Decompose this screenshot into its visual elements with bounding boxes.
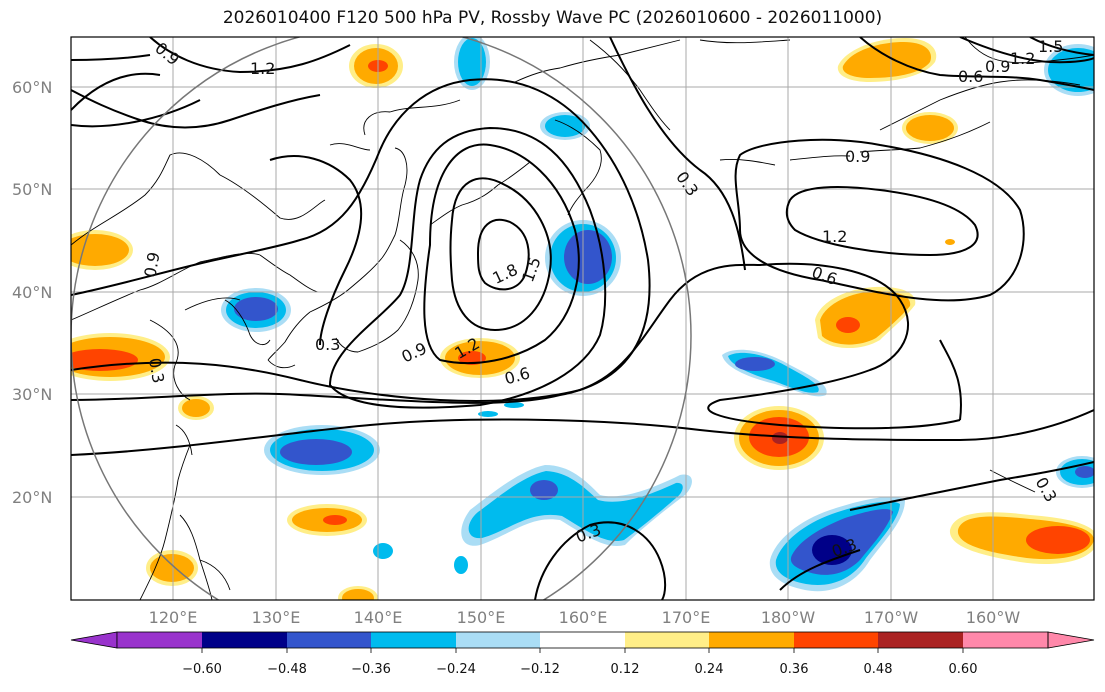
colorbar-segment bbox=[963, 632, 1048, 648]
contour-label: 1.2 bbox=[250, 59, 275, 78]
colorbar-segment bbox=[456, 632, 540, 648]
colorbar-tick: −0.36 bbox=[351, 662, 391, 677]
contour-label: 0.9 bbox=[845, 147, 870, 166]
colorbar-segment bbox=[709, 632, 794, 648]
range-circle bbox=[71, 37, 692, 600]
lon-label: 120°E bbox=[149, 608, 198, 627]
contour-label: 0.3 bbox=[315, 335, 340, 354]
pv-shading bbox=[71, 37, 1094, 600]
colorbar-segment bbox=[202, 632, 287, 648]
lon-label: 160°W bbox=[966, 608, 1021, 627]
colorbar-segment bbox=[794, 632, 878, 648]
colorbar-tick: −0.12 bbox=[520, 662, 560, 677]
lat-label: 50°N bbox=[12, 180, 52, 199]
contour-label: 0.9 bbox=[140, 251, 163, 279]
contour-label: 1.5 bbox=[1038, 37, 1063, 56]
contour-label: 1.2 bbox=[822, 227, 847, 246]
colorbar-segment bbox=[287, 632, 371, 648]
lat-label: 40°N bbox=[12, 283, 52, 302]
contour-label: 0.3 bbox=[1032, 474, 1061, 506]
colorbar-tick: 0.24 bbox=[695, 662, 724, 677]
colorbar-tick: −0.60 bbox=[182, 662, 222, 677]
contour-label: 0.9 bbox=[399, 339, 430, 367]
lon-label: 160°E bbox=[559, 608, 608, 627]
coastlines bbox=[71, 37, 1094, 600]
lon-label: 180°W bbox=[761, 608, 816, 627]
colorbar-tick: −0.48 bbox=[267, 662, 307, 677]
colorbar: −0.60 −0.48 −0.36 −0.24 −0.12 0.12 0.24 … bbox=[70, 631, 1095, 677]
lon-label: 130°E bbox=[252, 608, 301, 627]
contour-label: 1.2 bbox=[1010, 49, 1035, 68]
colorbar-segment bbox=[371, 632, 456, 648]
lon-label: 170°W bbox=[864, 608, 919, 627]
colorbar-tick: 0.60 bbox=[949, 662, 978, 677]
lat-label: 60°N bbox=[12, 78, 52, 97]
colorbar-segment bbox=[540, 632, 625, 648]
colorbar-extend-low bbox=[70, 631, 118, 649]
map-frame bbox=[70, 36, 1095, 601]
pv-contours bbox=[71, 37, 1094, 600]
contour-label: 0.3 bbox=[145, 356, 168, 384]
lon-label: 150°E bbox=[457, 608, 506, 627]
lat-label: 20°N bbox=[12, 488, 52, 507]
contour-label: 1.5 bbox=[518, 254, 545, 284]
contour-label: 0.6 bbox=[958, 67, 983, 86]
colorbar-tick: 0.12 bbox=[611, 662, 640, 677]
lon-label: 170°E bbox=[662, 608, 711, 627]
contour-label: 1.8 bbox=[490, 260, 521, 288]
colorbar-tick: 0.48 bbox=[864, 662, 893, 677]
figure-title: 2026010400 F120 500 hPa PV, Rossby Wave … bbox=[222, 8, 883, 28]
colorbar-segment bbox=[878, 632, 963, 648]
colorbar-extend-high bbox=[1047, 631, 1095, 649]
colorbar-tick: 0.36 bbox=[780, 662, 809, 677]
colorbar-segment bbox=[625, 632, 709, 648]
colorbar-segment bbox=[117, 632, 202, 648]
lon-label: 140°E bbox=[354, 608, 403, 627]
lat-label: 30°N bbox=[12, 385, 52, 404]
colorbar-tick: −0.24 bbox=[436, 662, 476, 677]
contour-label: 0.3 bbox=[672, 168, 702, 200]
contour-label: 0.9 bbox=[985, 57, 1010, 76]
lon-labels: 120°E 130°E 140°E 150°E 160°E 170°E 180°… bbox=[149, 608, 1021, 627]
lat-labels: 60°N 50°N 40°N 30°N 20°N bbox=[12, 78, 52, 507]
